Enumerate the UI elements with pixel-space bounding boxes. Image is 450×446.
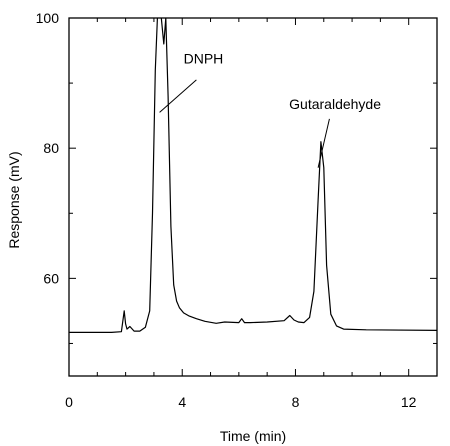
x-tick-label: 8	[292, 394, 300, 410]
y-tick-label: 60	[43, 270, 59, 286]
x-axis-label: Time (min)	[220, 428, 286, 444]
y-axis-label: Response (mV)	[6, 151, 22, 248]
series-group	[69, 18, 437, 333]
annotations: DNPH Gutaraldehyde	[159, 51, 381, 168]
annotation-leader-line	[317, 118, 330, 168]
tick-labels: 0 4 8 12 60 80 100	[36, 10, 417, 410]
plot-frame	[68, 17, 438, 377]
x-tick-label: 0	[65, 394, 73, 410]
y-tick-label: 80	[43, 140, 59, 156]
x-tick-label: 12	[401, 394, 417, 410]
x-tick-label: 4	[178, 394, 186, 410]
plot-border	[68, 17, 438, 377]
chromatogram-trace	[69, 18, 437, 333]
annotation-leader-line	[159, 79, 197, 113]
peak-annotation: DNPH	[184, 51, 224, 67]
peak-annotation: Gutaraldehyde	[289, 96, 381, 112]
axis-ticks	[68, 17, 438, 376]
y-tick-label: 100	[36, 10, 60, 26]
